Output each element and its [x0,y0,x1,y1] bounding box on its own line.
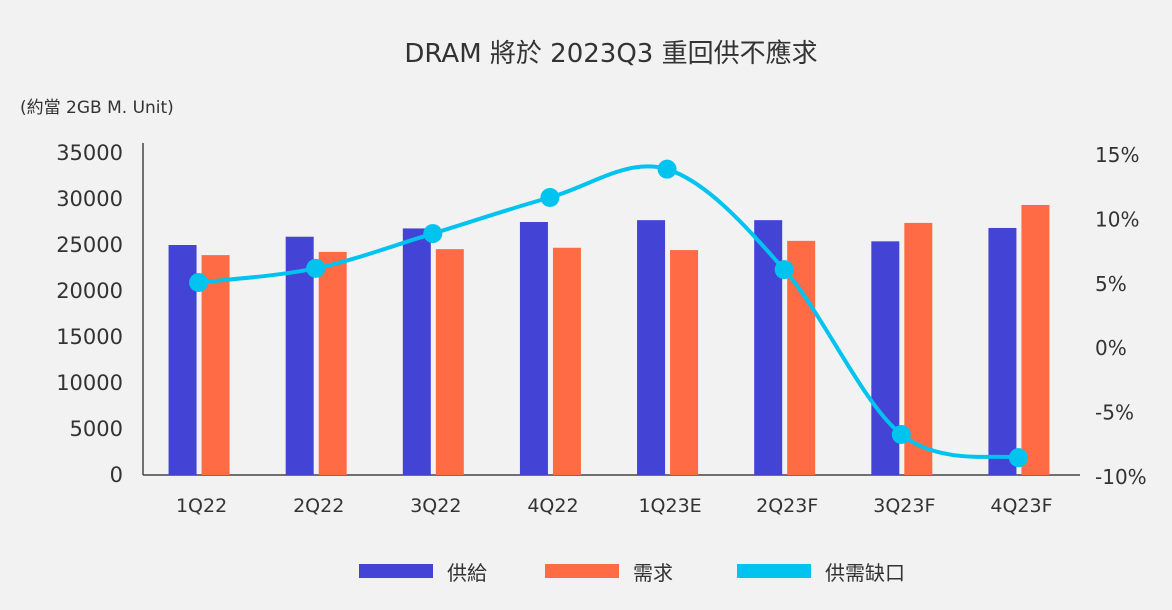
legend-label: 供給 [447,561,487,585]
y2-tick-label: 10% [1095,207,1139,231]
gap-point [1008,448,1028,468]
demand-bar [435,249,464,475]
x-tick-label: 2Q23F [756,495,818,517]
gap-point [189,273,209,293]
supply-bar [285,236,314,475]
y-tick-label: 35000 [56,141,123,165]
y-tick-label: 20000 [56,279,123,303]
legend-swatch [359,564,433,578]
gap-line [198,164,1019,460]
gap-point [423,224,443,244]
demand-bar [201,255,230,475]
gap-point [891,424,911,444]
chart-title: DRAM 將於 2023Q3 重回供不應求 [404,39,817,69]
legend-swatch [545,564,619,578]
demand-bar [670,250,699,475]
demand-bar [552,247,581,475]
y2-tick-label: 15% [1095,143,1139,167]
gap-point [657,159,677,179]
x-tick-label: 4Q22 [527,495,578,517]
y2-tick-label: -10% [1095,465,1147,489]
legend-label: 供需缺口 [825,561,905,585]
legend-swatch [737,564,811,578]
x-tick-label: 1Q23E [638,495,701,517]
supply-bar [637,220,666,475]
demand-bar [1021,204,1050,476]
y-tick-label: 15000 [56,325,123,349]
y-tick-label: 10000 [56,371,123,395]
gap-point [306,258,326,278]
y-axis-label: (約當 2GB M. Unit) [20,98,174,118]
y-tick-label: 0 [110,463,123,487]
y-tick-label: 5000 [70,417,123,441]
supply-bar [754,220,783,475]
x-tick-label: 2Q22 [293,495,344,517]
y-tick-label: 30000 [56,187,123,211]
gap-point [540,188,560,208]
y2-tick-label: 5% [1095,272,1127,296]
supply-bar [519,222,548,475]
x-tick-label: 3Q22 [410,495,461,517]
y2-tick-label: 0% [1095,336,1127,360]
demand-bar [318,251,347,475]
supply-bar [988,227,1017,475]
x-tick-label: 3Q23F [873,495,935,517]
gap-point [774,260,794,280]
y2-tick-label: -5% [1095,401,1134,425]
x-tick-label: 4Q23F [990,495,1052,517]
supply-bar [402,228,431,475]
y-tick-label: 25000 [56,233,123,257]
legend-label: 需求 [633,561,673,585]
x-tick-label: 1Q22 [176,495,227,517]
